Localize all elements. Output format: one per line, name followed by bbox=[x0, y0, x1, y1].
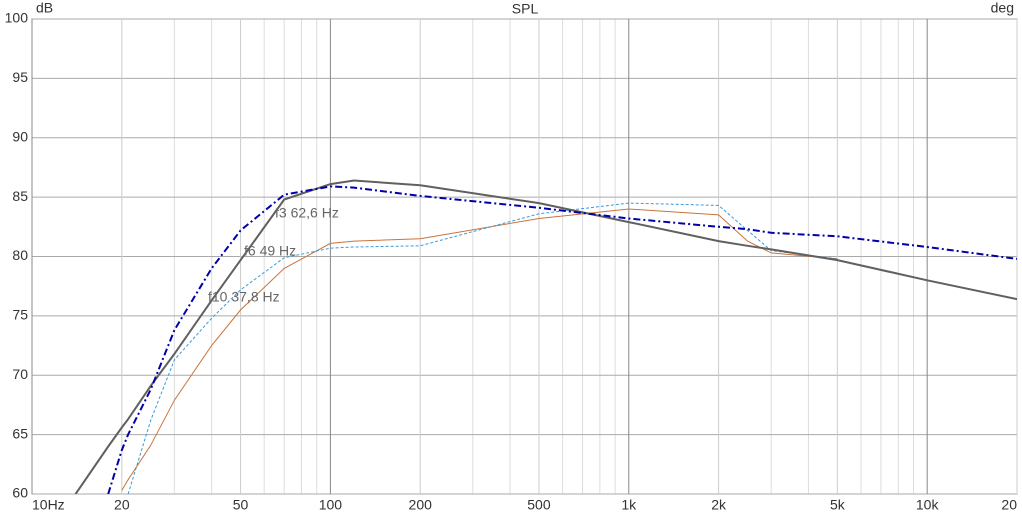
x-tick-label: 10k bbox=[916, 497, 940, 513]
y2-unit: deg bbox=[991, 0, 1014, 16]
y-tick-label: 70 bbox=[12, 366, 28, 382]
y-tick-label: 65 bbox=[12, 425, 28, 441]
y-tick-label: 95 bbox=[12, 69, 28, 85]
x-tick-label: 100 bbox=[319, 497, 343, 513]
x-tick-label: 2k bbox=[711, 497, 727, 513]
series-group bbox=[74, 179, 1017, 494]
y-tick-label: 75 bbox=[12, 307, 28, 323]
x-tick-label: 5k bbox=[830, 497, 846, 513]
x-tick-label: 20 bbox=[114, 497, 130, 513]
series-line bbox=[127, 202, 838, 494]
chart-title: SPL bbox=[512, 1, 539, 17]
y-tick-label: 90 bbox=[12, 128, 28, 144]
annotation: f3 62,6 Hz bbox=[275, 205, 339, 221]
x-tick-label: 20 bbox=[1001, 497, 1017, 513]
annotation: f6 49 Hz bbox=[244, 243, 296, 259]
y-tick-label: 80 bbox=[12, 247, 28, 263]
x-tick-label: 200 bbox=[409, 497, 433, 513]
y-tick-label: 85 bbox=[12, 188, 28, 204]
x-tick-label: 1k bbox=[621, 497, 637, 513]
annotation: f10 37,8 Hz bbox=[208, 289, 280, 305]
series-line bbox=[107, 185, 1017, 494]
x-tick-label: 500 bbox=[527, 497, 551, 513]
x-tick-label: 10Hz bbox=[32, 497, 65, 513]
x-tick-label: 50 bbox=[233, 497, 249, 513]
y-tick-label: 60 bbox=[12, 485, 28, 501]
y-tick-label: 100 bbox=[5, 10, 29, 26]
series-line bbox=[74, 179, 1017, 494]
y-unit: dB bbox=[36, 0, 53, 16]
